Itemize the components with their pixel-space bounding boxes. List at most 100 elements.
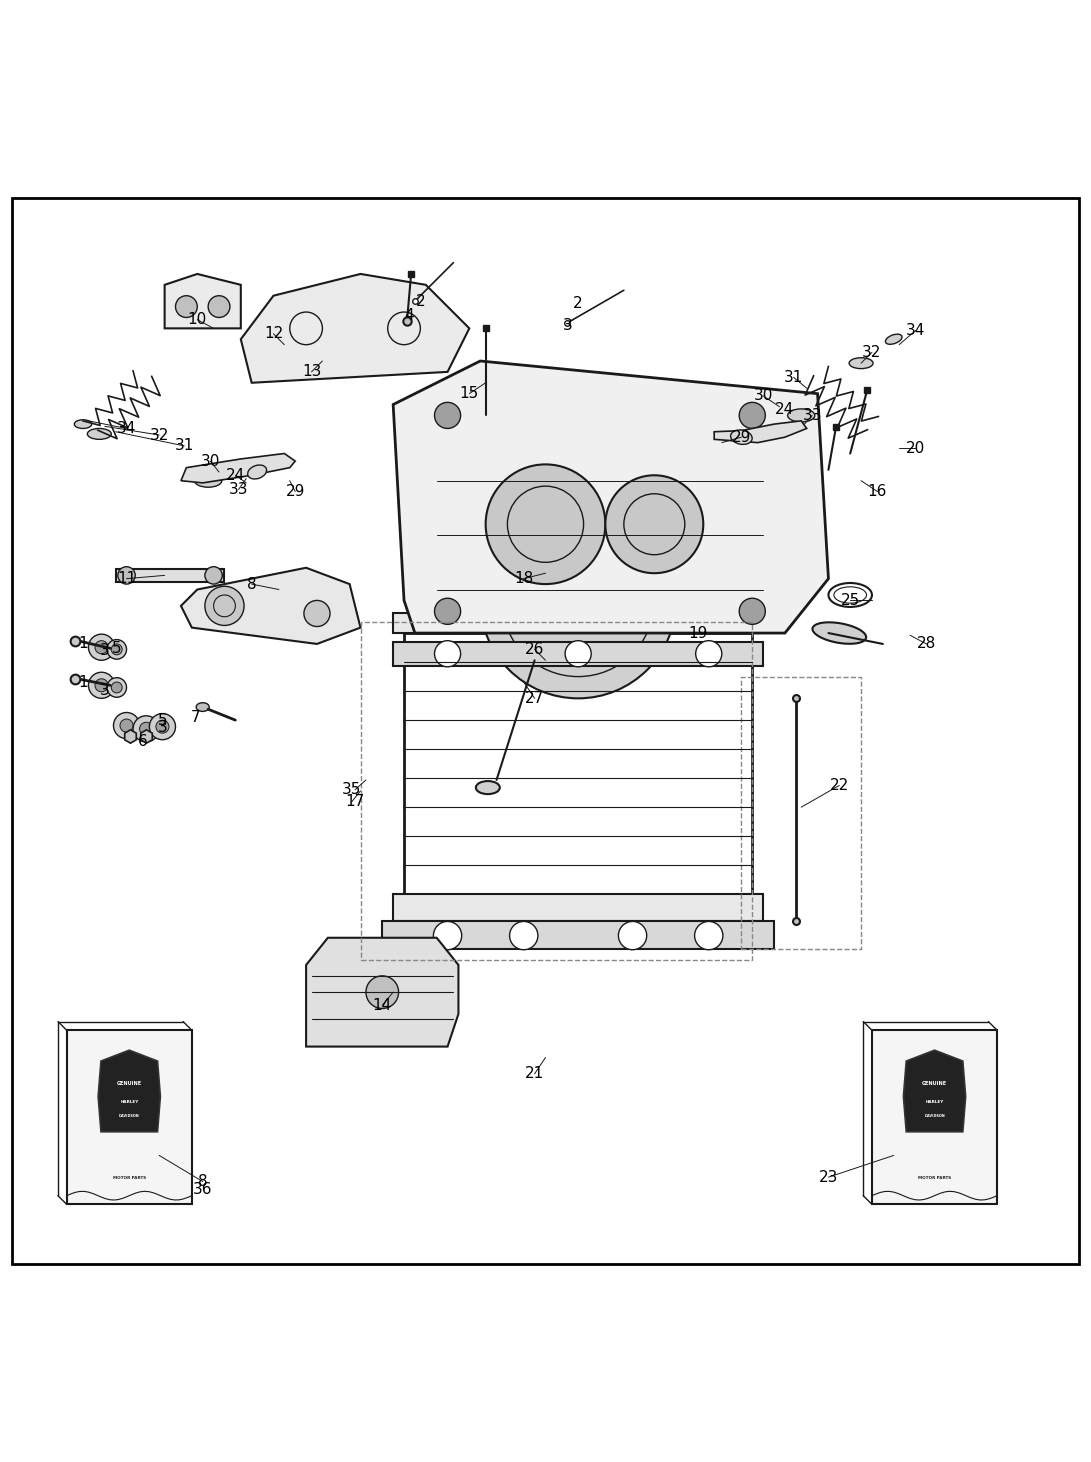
Ellipse shape xyxy=(886,335,902,344)
Text: 15: 15 xyxy=(459,386,479,401)
Text: 30: 30 xyxy=(201,453,220,469)
Circle shape xyxy=(509,921,538,950)
Circle shape xyxy=(88,635,115,661)
Text: 10: 10 xyxy=(188,313,207,327)
Circle shape xyxy=(695,921,723,950)
Ellipse shape xyxy=(74,420,92,428)
Text: MOTOR PARTS: MOTOR PARTS xyxy=(112,1177,146,1180)
Circle shape xyxy=(485,465,606,585)
Text: 34: 34 xyxy=(117,421,136,436)
Circle shape xyxy=(156,721,169,732)
Ellipse shape xyxy=(476,781,500,794)
Circle shape xyxy=(149,713,176,740)
Text: 16: 16 xyxy=(867,484,887,499)
Circle shape xyxy=(434,598,460,624)
Circle shape xyxy=(434,402,460,428)
Bar xyxy=(116,569,225,582)
Polygon shape xyxy=(241,273,469,383)
FancyBboxPatch shape xyxy=(872,1031,997,1205)
Circle shape xyxy=(111,643,122,655)
Bar xyxy=(393,614,763,633)
Text: 5: 5 xyxy=(157,712,167,728)
Polygon shape xyxy=(98,1050,160,1132)
Polygon shape xyxy=(715,421,806,443)
Bar xyxy=(360,623,753,959)
Circle shape xyxy=(88,673,115,699)
Text: 7: 7 xyxy=(190,711,200,725)
Text: 17: 17 xyxy=(346,794,364,810)
Circle shape xyxy=(205,567,223,585)
Text: 3: 3 xyxy=(100,643,109,658)
Ellipse shape xyxy=(731,430,752,444)
Polygon shape xyxy=(393,361,828,633)
Circle shape xyxy=(95,678,108,692)
Text: 32: 32 xyxy=(149,427,169,443)
Circle shape xyxy=(433,921,461,950)
Bar xyxy=(742,677,861,949)
Circle shape xyxy=(107,678,127,697)
Text: 22: 22 xyxy=(829,778,849,792)
Text: 23: 23 xyxy=(818,1170,838,1184)
Text: 2: 2 xyxy=(574,295,583,311)
Bar xyxy=(393,642,763,665)
Text: 26: 26 xyxy=(525,642,544,656)
Text: 28: 28 xyxy=(916,636,936,652)
Text: 35: 35 xyxy=(343,782,361,797)
Polygon shape xyxy=(181,567,360,643)
Text: 13: 13 xyxy=(302,364,321,379)
Text: 12: 12 xyxy=(264,326,283,341)
Text: 31: 31 xyxy=(784,370,803,385)
Text: 3: 3 xyxy=(100,683,109,699)
Circle shape xyxy=(140,722,153,735)
Circle shape xyxy=(118,567,135,585)
Text: HARLEY: HARLEY xyxy=(120,1099,139,1104)
Text: 32: 32 xyxy=(862,345,882,360)
Text: 6: 6 xyxy=(137,734,147,750)
Ellipse shape xyxy=(813,623,866,643)
Circle shape xyxy=(740,402,765,428)
Circle shape xyxy=(365,975,398,1009)
Polygon shape xyxy=(903,1050,966,1132)
Text: HARLEY: HARLEY xyxy=(925,1099,944,1104)
Text: 29: 29 xyxy=(286,484,304,499)
Circle shape xyxy=(480,503,676,699)
Circle shape xyxy=(133,716,159,741)
Circle shape xyxy=(619,921,647,950)
Ellipse shape xyxy=(196,703,209,712)
Text: 24: 24 xyxy=(776,402,794,418)
Polygon shape xyxy=(307,937,458,1047)
Circle shape xyxy=(205,586,244,626)
Bar xyxy=(404,633,753,895)
Text: 33: 33 xyxy=(229,482,249,497)
Text: 3: 3 xyxy=(562,317,572,332)
Circle shape xyxy=(176,295,197,317)
Text: 36: 36 xyxy=(193,1181,213,1196)
Text: 34: 34 xyxy=(906,323,925,338)
Circle shape xyxy=(434,640,460,667)
Text: 5: 5 xyxy=(112,640,121,656)
Circle shape xyxy=(113,712,140,738)
Ellipse shape xyxy=(849,358,873,368)
Text: 1: 1 xyxy=(79,674,87,690)
Circle shape xyxy=(606,475,704,573)
Ellipse shape xyxy=(248,465,266,480)
Text: 4: 4 xyxy=(405,308,415,323)
Text: 8: 8 xyxy=(247,576,256,592)
Text: 31: 31 xyxy=(175,439,194,453)
Text: DAVIDSON: DAVIDSON xyxy=(924,1114,945,1118)
Text: 3: 3 xyxy=(157,721,167,735)
Circle shape xyxy=(696,640,722,667)
Circle shape xyxy=(304,601,331,627)
Text: 24: 24 xyxy=(226,468,245,482)
Text: 20: 20 xyxy=(906,440,925,456)
Ellipse shape xyxy=(788,409,815,423)
Text: 33: 33 xyxy=(802,408,822,423)
Circle shape xyxy=(565,640,591,667)
Text: 8: 8 xyxy=(197,1174,207,1189)
Text: 29: 29 xyxy=(732,430,751,444)
Text: 19: 19 xyxy=(688,626,708,640)
Polygon shape xyxy=(181,453,296,482)
Text: MOTOR PARTS: MOTOR PARTS xyxy=(918,1177,951,1180)
Text: GENUINE: GENUINE xyxy=(117,1080,142,1086)
Text: 21: 21 xyxy=(525,1066,544,1082)
